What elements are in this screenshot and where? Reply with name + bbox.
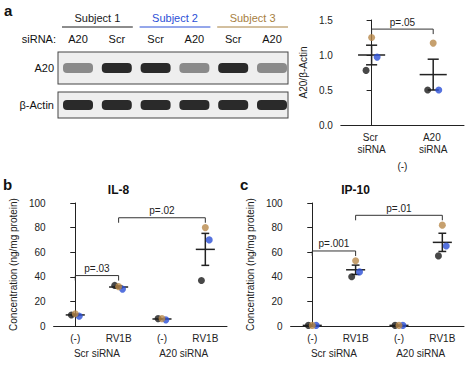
svg-text:100: 100 bbox=[266, 198, 283, 209]
svg-text:p=.03: p=.03 bbox=[84, 263, 110, 274]
svg-text:A20/β-Actin: A20/β-Actin bbox=[298, 47, 309, 99]
svg-text:1.0: 1.0 bbox=[319, 50, 333, 61]
svg-text:1.5: 1.5 bbox=[319, 15, 333, 26]
svg-text:siRNA: siRNA bbox=[419, 144, 448, 155]
svg-text:Scr: Scr bbox=[109, 33, 126, 45]
svg-text:40: 40 bbox=[34, 271, 46, 282]
svg-text:Subject 1: Subject 1 bbox=[74, 12, 120, 24]
svg-text:Concentration (ng/mg protein): Concentration (ng/mg protein) bbox=[8, 198, 19, 331]
svg-text:A20 siRNA: A20 siRNA bbox=[396, 348, 445, 359]
svg-text:(-): (-) bbox=[157, 333, 167, 344]
svg-text:80: 80 bbox=[34, 222, 46, 233]
svg-text:siRNA:: siRNA: bbox=[22, 33, 56, 45]
svg-text:20: 20 bbox=[271, 296, 283, 307]
svg-text:Concentration (ng/mg protein): Concentration (ng/mg protein) bbox=[245, 198, 256, 331]
svg-text:Scr siRNA: Scr siRNA bbox=[74, 348, 120, 359]
svg-text:80: 80 bbox=[271, 222, 283, 233]
svg-text:p=.01: p=.01 bbox=[386, 203, 412, 214]
svg-text:A20: A20 bbox=[423, 132, 444, 143]
svg-text:Scr siRNA: Scr siRNA bbox=[311, 348, 357, 359]
svg-text:20: 20 bbox=[34, 296, 46, 307]
svg-text:A20: A20 bbox=[34, 62, 54, 74]
svg-text:p=.05: p=.05 bbox=[390, 17, 416, 28]
html-text:c: c bbox=[240, 176, 249, 193]
svg-text:(-): (-) bbox=[70, 333, 80, 344]
svg-text:A20: A20 bbox=[262, 33, 282, 45]
svg-text:Subject 3: Subject 3 bbox=[230, 12, 276, 24]
svg-text:(-): (-) bbox=[397, 161, 407, 172]
svg-text:(-): (-) bbox=[307, 333, 317, 344]
svg-text:A20 siRNA: A20 siRNA bbox=[159, 348, 208, 359]
svg-text:60: 60 bbox=[271, 247, 283, 258]
svg-text:Subject 2: Subject 2 bbox=[152, 12, 198, 24]
svg-text:RV1B: RV1B bbox=[106, 333, 132, 344]
svg-text:0.0: 0.0 bbox=[319, 120, 333, 131]
svg-text:Scr: Scr bbox=[363, 132, 381, 143]
svg-text:p=.02: p=.02 bbox=[149, 205, 175, 216]
svg-text:0.5: 0.5 bbox=[319, 85, 333, 96]
svg-text:Scr: Scr bbox=[147, 33, 164, 45]
svg-text:IP-10: IP-10 bbox=[341, 183, 370, 197]
svg-text:p=.001: p=.001 bbox=[319, 238, 350, 249]
svg-text:(-): (-) bbox=[394, 333, 404, 344]
svg-text:40: 40 bbox=[271, 271, 283, 282]
svg-text:0: 0 bbox=[277, 321, 283, 332]
svg-text:A20: A20 bbox=[68, 33, 88, 45]
svg-text:β-Actin: β-Actin bbox=[20, 99, 54, 111]
html-text:a: a bbox=[4, 2, 13, 19]
svg-text:RV1B: RV1B bbox=[429, 333, 455, 344]
svg-text:RV1B: RV1B bbox=[343, 333, 369, 344]
svg-text:Scr: Scr bbox=[225, 33, 242, 45]
svg-text:0: 0 bbox=[40, 321, 46, 332]
svg-text:IL-8: IL-8 bbox=[108, 183, 130, 197]
svg-text:60: 60 bbox=[34, 247, 46, 258]
svg-text:100: 100 bbox=[29, 198, 46, 209]
svg-text:RV1B: RV1B bbox=[192, 333, 218, 344]
svg-text:siRNA: siRNA bbox=[357, 144, 386, 155]
svg-text:A20: A20 bbox=[185, 33, 205, 45]
html-text:b: b bbox=[3, 176, 13, 193]
